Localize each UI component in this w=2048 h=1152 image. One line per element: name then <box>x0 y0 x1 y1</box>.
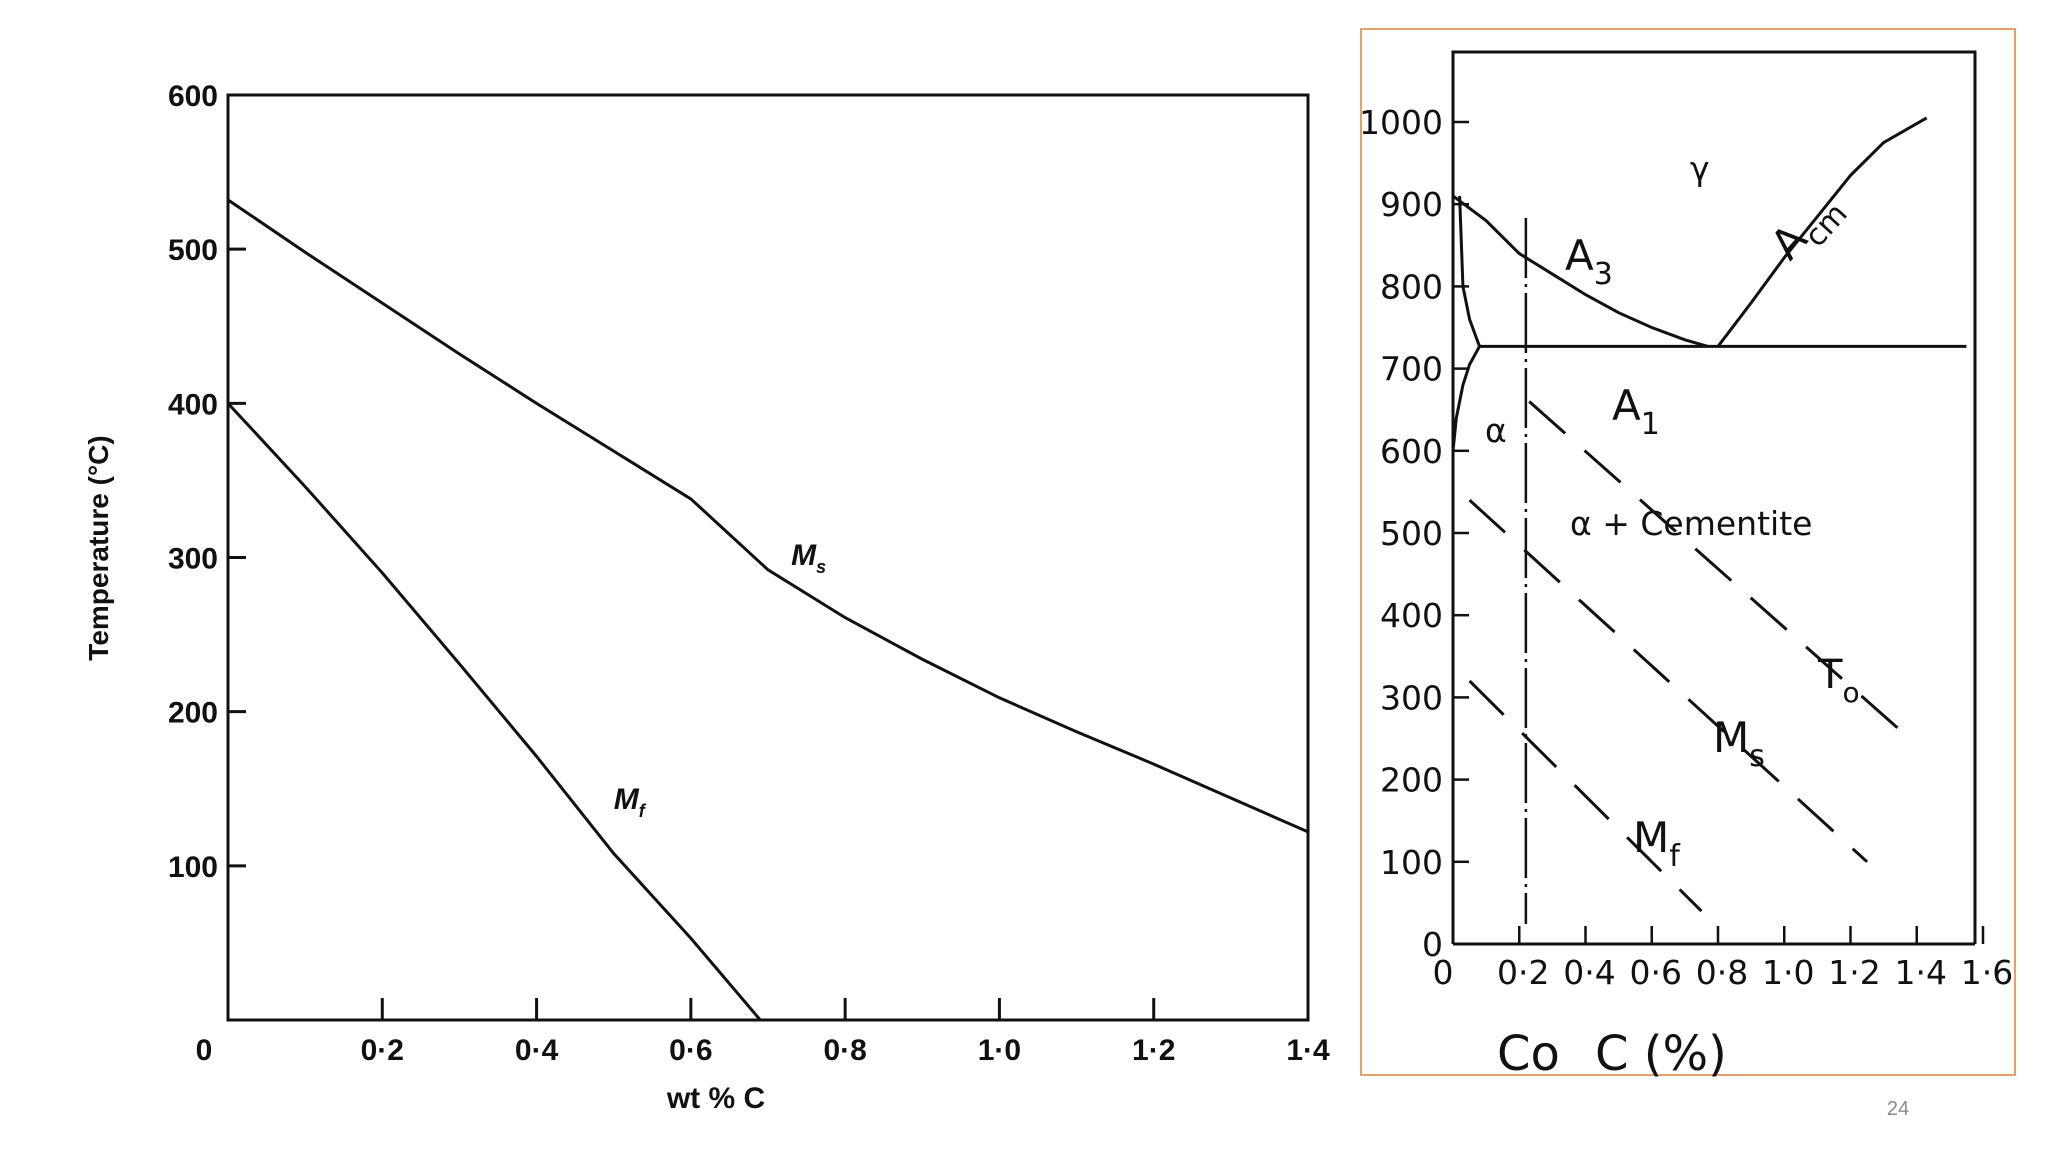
left-label-mf: Mf <box>614 783 647 821</box>
right-y-tick-label: 700 <box>1380 350 1443 389</box>
right-x-tick-label: 1·0 <box>1762 953 1814 992</box>
left-y-tick-label: 500 <box>168 234 218 267</box>
to-label: To <box>1817 652 1860 709</box>
right-curve-to <box>1528 400 1902 732</box>
alpha-label: α <box>1485 411 1507 450</box>
right-x-tick-label: 0 <box>1433 953 1454 992</box>
right-chart-border <box>1360 28 2016 1076</box>
right-y-tick-label: 1000 <box>1359 103 1443 142</box>
left-y-tick-label: 600 <box>168 80 218 113</box>
right-x-tick-label: 0·4 <box>1563 953 1615 992</box>
alpha-cementite-label: α + Cementite <box>1570 504 1812 543</box>
left-x-axis-label: wt % C <box>666 1082 765 1115</box>
right-y-tick-label: 300 <box>1380 678 1443 717</box>
left-curves <box>226 198 1309 1021</box>
right-curve-acm <box>1716 116 1928 348</box>
right-x-axis-co-label: Co <box>1497 1026 1560 1082</box>
left-x-tick-label: 0·6 <box>669 1034 712 1067</box>
right-curves <box>1451 116 1967 913</box>
left-x-tick-label: 1·0 <box>978 1034 1021 1067</box>
ms-right-label: Ms <box>1713 713 1765 774</box>
left-y-tick-label: 200 <box>168 697 218 730</box>
left-x-tick-label: 0·2 <box>361 1034 404 1067</box>
right-x-ticks: 0 0·2 0·4 0·6 0·8 1·0 1·2 1·4 1·6 <box>1433 926 2013 992</box>
right-y-ticks: 0 100 200 300 400 500 600 700 800 900 1000 <box>1359 103 1469 964</box>
left-curve-mf <box>226 402 762 1021</box>
left-y-tick-label: 100 <box>168 851 218 884</box>
left-x-tick-label: 0 <box>196 1034 213 1067</box>
left-x-ticks: 0 0·2 0·4 0·6 0·8 1·0 1·2 1·4 <box>196 998 1330 1067</box>
right-y-tick-label: 900 <box>1380 185 1443 224</box>
left-x-tick-label: 0·8 <box>823 1034 866 1067</box>
left-x-tick-label: 1·2 <box>1132 1034 1175 1067</box>
a1-label: A1 <box>1612 381 1660 442</box>
left-series-labels: Ms Mf <box>614 539 826 821</box>
left-y-axis-label: Temperature (°C) <box>83 435 114 660</box>
right-y-tick-label: 0 <box>1422 925 1443 964</box>
mf-right-label: Mf <box>1633 813 1681 874</box>
left-y-tick-label: 400 <box>168 388 218 421</box>
right-curve-alpha-solvus <box>1451 345 1481 451</box>
left-curve-ms <box>227 198 1309 834</box>
left-y-tick-label: 300 <box>168 543 218 576</box>
right-y-tick-label: 100 <box>1380 843 1443 882</box>
right-y-tick-label: 400 <box>1380 596 1443 635</box>
right-y-tick-label: 800 <box>1380 267 1443 306</box>
slide-page-number: 24 <box>1886 1098 1910 1120</box>
left-x-tick-label: 1·4 <box>1286 1034 1330 1067</box>
right-curve-a3 <box>1452 194 1709 348</box>
acm-label: Acm <box>1761 181 1855 276</box>
right-y-tick-label: 500 <box>1380 514 1443 553</box>
right-x-tick-label: 1·6 <box>1961 953 2013 992</box>
right-x-axis-label: C (%) <box>1595 1026 1727 1082</box>
left-x-tick-label: 0·4 <box>515 1034 559 1067</box>
a3-label: A3 <box>1565 231 1613 292</box>
right-curve-ms <box>1468 499 1869 863</box>
right-curve-alpha-boundary <box>1458 195 1481 347</box>
right-x-tick-label: 0·6 <box>1630 953 1682 992</box>
left-y-ticks: 100 200 300 400 500 600 <box>168 80 246 884</box>
right-y-tick-label: 600 <box>1380 432 1443 471</box>
right-x-tick-label: 1·2 <box>1828 953 1880 992</box>
right-x-tick-label: 1·4 <box>1895 953 1947 992</box>
right-x-tick-label: 0·8 <box>1696 953 1748 992</box>
right-y-tick-label: 200 <box>1380 761 1443 800</box>
left-label-ms: Ms <box>791 539 826 577</box>
right-curve-mf <box>1468 679 1703 913</box>
right-plot-frame <box>1451 50 1977 946</box>
right-x-tick-label: 0·2 <box>1497 953 1549 992</box>
right-annotations: γ α α + Cementite A3 Acm A1 To Ms Mf <box>1485 149 1860 874</box>
gamma-label: γ <box>1690 149 1710 188</box>
